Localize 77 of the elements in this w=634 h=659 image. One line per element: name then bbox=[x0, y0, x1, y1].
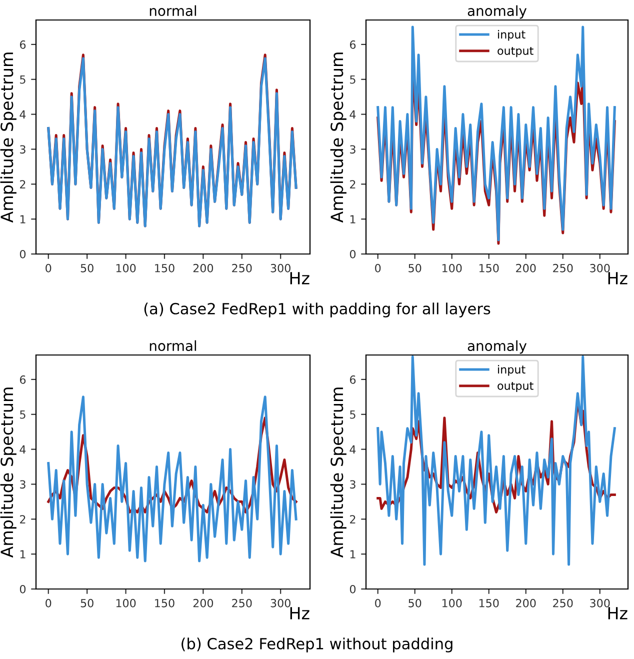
y-tick-label: 4 bbox=[350, 110, 356, 119]
chart-title: normal bbox=[150, 5, 196, 16]
y-tick-label: 1 bbox=[20, 550, 26, 558]
y-tick-label: 2 bbox=[20, 180, 26, 188]
x-tick-label: 200 bbox=[516, 264, 536, 272]
line-series bbox=[376, 355, 616, 566]
y-tick-label: 5 bbox=[350, 75, 356, 84]
y-tick-label: 1 bbox=[20, 215, 26, 224]
x-axis-title: Hz bbox=[290, 607, 310, 620]
x-axis-title: Hz bbox=[608, 272, 628, 284]
y-axis-title: Amplitude Spectrum bbox=[0, 388, 16, 558]
x-tick-label: 50 bbox=[80, 264, 94, 272]
y-axis-title: Amplitude Spectrum bbox=[330, 52, 346, 223]
y-tick-label: 1 bbox=[350, 215, 356, 224]
x-tick-label: 50 bbox=[80, 598, 94, 608]
x-tick-label: 0 bbox=[375, 598, 381, 608]
y-tick-label: 3 bbox=[350, 480, 356, 489]
y-tick-label: 6 bbox=[20, 375, 26, 384]
y-tick-label: 4 bbox=[350, 445, 356, 454]
x-tick-label: 200 bbox=[193, 598, 214, 608]
x-tick-label: 100 bbox=[116, 598, 136, 608]
y-tick-label: 0 bbox=[350, 584, 356, 594]
text: (b) Case2 FedRep1 without padding bbox=[182, 638, 452, 652]
legend-label: output bbox=[498, 46, 534, 58]
x-tick-label: 300 bbox=[270, 598, 290, 608]
y-axis-title: Amplitude Spectrum bbox=[0, 52, 16, 223]
y-tick-label: 5 bbox=[20, 410, 26, 419]
x-tick-label: 150 bbox=[155, 598, 174, 608]
x-tick-label: 150 bbox=[155, 264, 174, 272]
y-tick-label: 5 bbox=[20, 75, 26, 84]
x-tick-label: 300 bbox=[590, 264, 610, 272]
x-tick-label: 0 bbox=[46, 264, 52, 272]
x-tick-label: 250 bbox=[232, 598, 252, 608]
x-tick-label: 200 bbox=[193, 264, 214, 272]
line-series bbox=[376, 26, 616, 242]
x-tick-label: 150 bbox=[479, 264, 499, 272]
y-tick-label: 6 bbox=[350, 40, 356, 49]
x-tick-label: 200 bbox=[516, 598, 536, 608]
x-tick-label: 250 bbox=[553, 598, 573, 608]
x-tick-label: 100 bbox=[116, 264, 136, 272]
legend-label: output bbox=[498, 382, 534, 392]
chart-title: anomaly bbox=[468, 5, 527, 19]
x-tick-label: 250 bbox=[232, 264, 252, 272]
chart-title: anomaly bbox=[468, 340, 527, 354]
y-tick-label: 0 bbox=[20, 584, 26, 594]
y-axis-title: Amplitude Spectrum bbox=[330, 388, 346, 558]
line-series bbox=[47, 396, 298, 562]
y-tick-label: 6 bbox=[20, 40, 26, 49]
x-tick-label: 50 bbox=[408, 598, 422, 608]
y-tick-label: 3 bbox=[350, 145, 356, 154]
x-tick-label: 300 bbox=[270, 264, 290, 272]
x-tick-label: 100 bbox=[442, 264, 462, 272]
x-tick-label: 50 bbox=[408, 264, 422, 272]
legend-label: input bbox=[498, 30, 526, 41]
text: (a) Case2 FedRep1 with padding for all layers bbox=[144, 302, 490, 318]
y-tick-label: 3 bbox=[20, 145, 26, 154]
y-tick-label: 2 bbox=[20, 515, 26, 524]
y-tick-label: 0 bbox=[20, 250, 26, 258]
y-tick-label: 4 bbox=[20, 110, 26, 119]
x-axis-title: Hz bbox=[608, 607, 628, 620]
x-tick-label: 100 bbox=[442, 598, 462, 608]
x-tick-label: 0 bbox=[46, 598, 52, 608]
y-tick-label: 6 bbox=[350, 375, 356, 384]
y-tick-label: 4 bbox=[20, 445, 26, 454]
y-tick-label: 5 bbox=[350, 410, 356, 419]
x-tick-label: 250 bbox=[553, 264, 573, 272]
y-tick-label: 2 bbox=[350, 515, 356, 524]
y-tick-label: 0 bbox=[350, 250, 356, 258]
y-tick-label: 1 bbox=[350, 550, 356, 558]
y-tick-label: 2 bbox=[350, 180, 356, 188]
x-tick-label: 0 bbox=[375, 264, 381, 272]
x-tick-label: 300 bbox=[590, 598, 610, 608]
x-axis-title: Hz bbox=[290, 272, 310, 284]
x-tick-label: 150 bbox=[479, 598, 499, 608]
chart-title: normal bbox=[150, 340, 196, 352]
legend-label: input bbox=[498, 365, 526, 376]
y-tick-label: 3 bbox=[20, 480, 26, 489]
